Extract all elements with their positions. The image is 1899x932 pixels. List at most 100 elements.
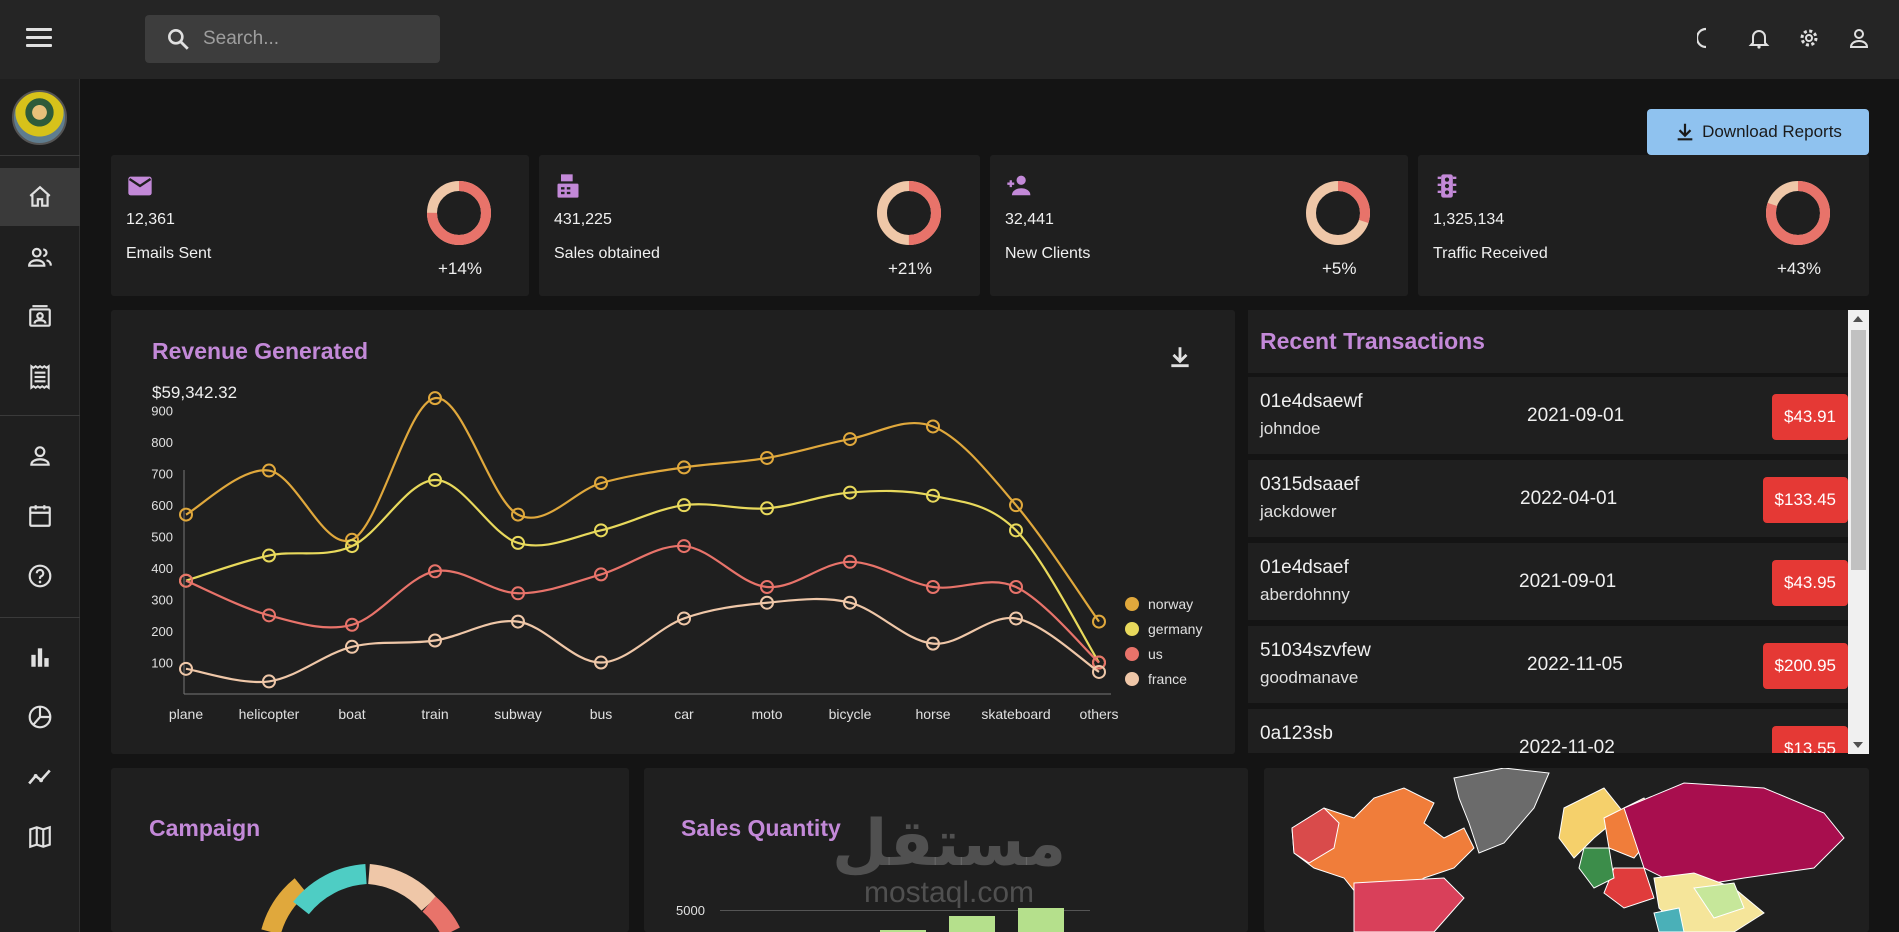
y-tick-label: 900 <box>151 404 173 419</box>
transaction-amount-badge: $43.95 <box>1772 560 1848 606</box>
timeline-icon <box>28 769 51 785</box>
data-point <box>843 485 857 500</box>
bar <box>1018 908 1064 932</box>
stat-card-sales: 431,225 Sales obtained +21% <box>539 155 980 296</box>
data-point <box>428 633 442 648</box>
transaction-date: 2021-09-01 <box>1527 405 1625 426</box>
data-point <box>1092 655 1106 670</box>
stat-value: 32,441 <box>1005 211 1054 228</box>
sidebar-item-calendar[interactable] <box>0 487 80 545</box>
stat-card-traffic: 1,325,134 Traffic Received +43% <box>1418 155 1869 296</box>
team-icon <box>28 247 52 267</box>
transaction-row[interactable]: 51034szvfew goodmanave 2022-11-05 $200.95 <box>1248 626 1848 703</box>
avatar[interactable] <box>12 90 67 145</box>
watermark-latin: mostaql.com <box>863 876 1035 909</box>
download-reports-label: Download Reports <box>1702 122 1842 141</box>
sidebar-item-faq[interactable] <box>0 547 80 605</box>
sidebar-item-profile[interactable] <box>0 427 80 485</box>
data-point <box>926 419 940 434</box>
data-point <box>1092 614 1106 629</box>
x-tick-label: train <box>421 706 448 722</box>
menu-icon[interactable] <box>26 28 52 50</box>
data-point <box>1009 579 1023 594</box>
data-point <box>1009 523 1023 538</box>
data-point <box>428 564 442 579</box>
sidebar-item-line[interactable] <box>0 748 80 806</box>
bar <box>949 916 995 932</box>
data-point <box>345 617 359 632</box>
x-tick-label: helicopter <box>239 706 300 722</box>
transaction-id: 01e4dsaef <box>1260 557 1349 578</box>
y-tick-label: 400 <box>151 561 173 576</box>
download-reports-button[interactable]: Download Reports <box>1647 109 1869 155</box>
transaction-id: 51034szvfew <box>1260 640 1371 661</box>
y-tick-label: 600 <box>151 498 173 513</box>
legend-swatch <box>1125 672 1139 686</box>
email-icon <box>126 172 154 205</box>
sidebar-item-contacts[interactable] <box>0 288 80 346</box>
data-point <box>1009 498 1023 513</box>
search-icon <box>168 29 189 50</box>
transactions-title: Recent Transactions <box>1260 328 1485 354</box>
download-icon[interactable] <box>1167 344 1193 375</box>
download-icon <box>1677 123 1693 141</box>
x-tick-label: others <box>1080 706 1119 722</box>
transaction-id: 0315dsaaef <box>1260 474 1360 495</box>
moon-icon[interactable] <box>1697 25 1721 51</box>
data-point <box>1092 664 1106 679</box>
divider <box>0 617 80 618</box>
transaction-row[interactable]: 0315dsaaef jackdower 2022-04-01 $133.45 <box>1248 460 1848 537</box>
data-point <box>511 507 525 522</box>
scrollbar-thumb[interactable] <box>1851 330 1866 570</box>
y-tick-label: 700 <box>151 467 173 482</box>
data-point <box>594 476 608 491</box>
transaction-id: 01e4dsaewf <box>1260 391 1363 412</box>
progress-ring <box>877 181 941 245</box>
search-box[interactable] <box>145 15 440 63</box>
stat-value: 431,225 <box>554 211 612 228</box>
sidebar-item-pie[interactable] <box>0 688 80 746</box>
sidebar-item-home[interactable] <box>0 168 80 226</box>
legend-label: us <box>1148 646 1163 662</box>
data-point <box>677 498 691 513</box>
revenue-line-chart: 100 200 300 400 500 600 700 800 900 plane helicopt… <box>151 391 1202 722</box>
sidebar-item-invoices[interactable] <box>0 348 80 406</box>
top-bar <box>0 0 1899 79</box>
gear-icon[interactable] <box>1797 25 1821 51</box>
series-line-germany <box>185 478 1100 664</box>
transaction-amount-badge: $13.55 <box>1772 726 1848 753</box>
transaction-user: jackdower <box>1260 502 1337 521</box>
data-point <box>760 579 774 594</box>
transaction-amount-badge: $200.95 <box>1762 643 1848 689</box>
search-input[interactable] <box>203 28 423 50</box>
progress-ring <box>1766 181 1830 245</box>
x-tick-label: plane <box>169 706 203 722</box>
data-point <box>677 611 691 626</box>
transaction-amount-badge: $43.91 <box>1772 394 1848 440</box>
stat-label: New Clients <box>1005 245 1091 262</box>
contacts-icon <box>29 305 51 327</box>
sales-quantity-card: Sales Quantity 5000 <box>644 768 1248 932</box>
data-point <box>594 523 608 538</box>
transactions-scrollbar[interactable] <box>1848 310 1869 754</box>
sidebar-item-bar[interactable] <box>0 628 80 686</box>
bell-icon[interactable] <box>1747 25 1771 51</box>
transaction-user: goodmanave <box>1260 668 1359 687</box>
transaction-row[interactable]: 01e4dsaewf johndoe 2021-09-01 $43.91 <box>1248 377 1848 454</box>
progress-ring <box>427 181 491 245</box>
data-point <box>1009 611 1023 626</box>
stat-change: +43% <box>1777 259 1821 278</box>
person-icon[interactable] <box>1847 25 1871 51</box>
transaction-row[interactable]: 0a123sb 2022-11-02 $13.55 <box>1248 709 1848 753</box>
transaction-row[interactable]: 01e4dsaef aberdohnny 2021-09-01 $43.95 <box>1248 543 1848 620</box>
y-tick-label: 200 <box>151 624 173 639</box>
sidebar-item-geography[interactable] <box>0 808 80 866</box>
person-outline-icon <box>30 446 50 466</box>
data-point <box>843 554 857 569</box>
x-tick-label: bus <box>590 706 613 722</box>
divider <box>0 415 80 416</box>
help-icon <box>28 564 52 588</box>
transaction-id: 0a123sb <box>1260 723 1333 744</box>
pie-chart-icon <box>28 705 52 729</box>
sidebar-item-team[interactable] <box>0 228 80 286</box>
